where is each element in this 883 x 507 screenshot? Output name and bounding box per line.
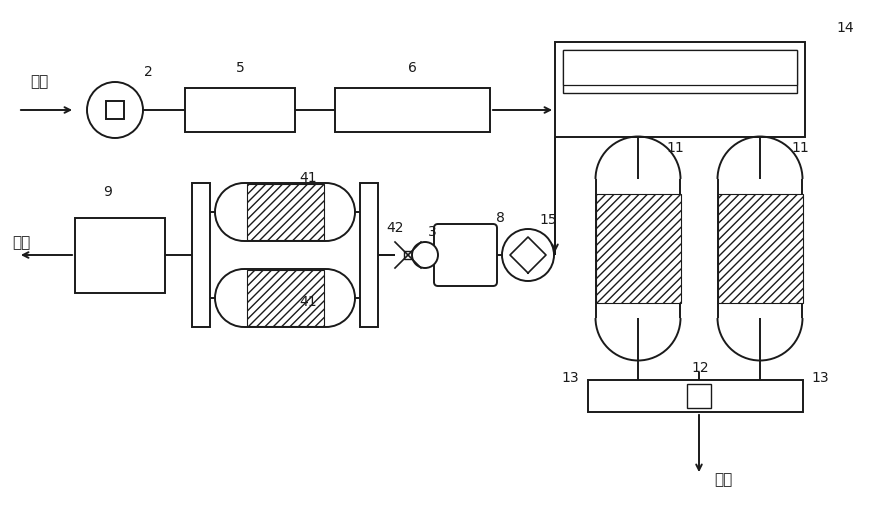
Text: 13: 13 bbox=[562, 371, 579, 385]
Text: 6: 6 bbox=[408, 61, 417, 75]
Bar bbox=[335, 88, 490, 132]
Circle shape bbox=[412, 242, 438, 268]
Text: 15: 15 bbox=[540, 213, 557, 227]
Bar bbox=[588, 380, 803, 412]
Text: 5: 5 bbox=[236, 61, 245, 75]
Text: 8: 8 bbox=[495, 211, 504, 225]
FancyBboxPatch shape bbox=[434, 224, 497, 286]
Bar bbox=[247, 270, 324, 326]
Bar bbox=[563, 50, 797, 85]
Bar bbox=[596, 194, 681, 303]
Bar bbox=[185, 88, 295, 132]
Bar bbox=[106, 101, 124, 119]
Bar bbox=[360, 183, 378, 327]
Bar bbox=[192, 183, 210, 327]
Text: 2: 2 bbox=[144, 65, 153, 79]
Text: 11: 11 bbox=[791, 141, 809, 155]
Text: 41: 41 bbox=[299, 171, 317, 185]
Bar bbox=[555, 42, 805, 137]
Circle shape bbox=[87, 82, 143, 138]
Text: 13: 13 bbox=[811, 371, 829, 385]
Bar bbox=[247, 184, 324, 240]
Bar bbox=[75, 218, 165, 293]
Text: 41: 41 bbox=[299, 295, 317, 309]
Text: 12: 12 bbox=[691, 361, 709, 375]
Text: 排气: 排气 bbox=[714, 473, 732, 488]
Text: 排气: 排气 bbox=[12, 235, 30, 250]
Text: 进气: 进气 bbox=[30, 75, 49, 90]
Bar bbox=[718, 194, 803, 303]
Bar bbox=[563, 50, 797, 93]
Bar bbox=[687, 384, 711, 408]
Text: 42: 42 bbox=[386, 221, 404, 235]
Text: 9: 9 bbox=[103, 185, 112, 199]
Text: 3: 3 bbox=[427, 225, 436, 239]
Text: 11: 11 bbox=[666, 141, 683, 155]
Circle shape bbox=[502, 229, 554, 281]
Bar bbox=[404, 251, 412, 259]
Text: 14: 14 bbox=[836, 21, 854, 35]
